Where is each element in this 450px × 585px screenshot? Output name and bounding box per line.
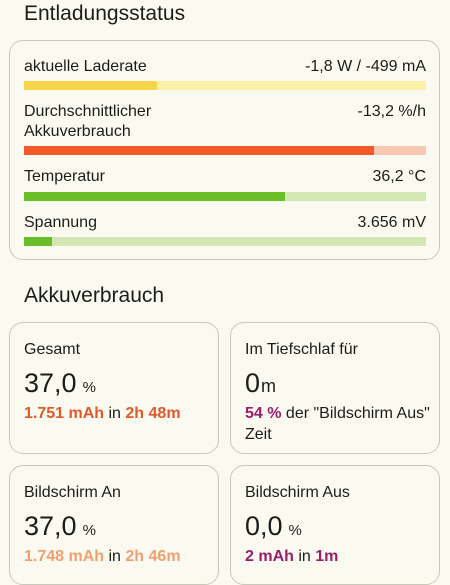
tile-value-unit: % (82, 522, 96, 539)
tile-percent: 54 % (245, 405, 282, 422)
metric-label: Temperatur (24, 168, 105, 185)
metric-label: Durchschnittlicher Akkuverbrauch (24, 103, 152, 140)
metric-value: -13,2 %/h (357, 103, 426, 120)
temperature-bar-fill (24, 192, 286, 201)
tile-suffix: der "Bildschirm Aus" Zeit (245, 405, 430, 443)
metric-value: 3.656 mV (357, 214, 426, 231)
metric-label: aktuelle Laderate (24, 58, 147, 75)
discharge-section-title: Entladungsstatus (24, 2, 186, 25)
temperature-bar (24, 192, 426, 201)
tile-value-number: 0,0 (245, 511, 283, 541)
tile-value: 37,0% (24, 511, 96, 542)
tile-value-number: 37,0 (24, 368, 77, 398)
tile-mah: 2 mAh (245, 548, 294, 565)
tile-value-unit: m (261, 376, 277, 396)
tile-value: 0,0% (245, 511, 302, 542)
tile-time: 2h 48m (125, 405, 181, 422)
usage-section-title: Akkuverbrauch (24, 284, 165, 307)
tile-deep-sleep[interactable]: Im Tiefschlaf für 0m 54 % der "Bildschir… (230, 322, 440, 454)
voltage-bar (24, 237, 426, 246)
voltage-bar-fill (24, 237, 53, 246)
tile-total[interactable]: Gesamt 37,0% 1.751 mAh in 2h 48m (9, 322, 219, 454)
tile-title: Bildschirm Aus (245, 484, 350, 501)
tile-in-word: in (108, 405, 121, 422)
tile-detail: 1.751 mAh in 2h 48m (24, 403, 214, 424)
tile-mah: 1.748 mAh (24, 548, 105, 565)
tile-title: Im Tiefschlaf für (245, 341, 358, 358)
tile-value: 0m (245, 368, 276, 399)
tile-in-word: in (108, 548, 121, 565)
average-consumption-bar (24, 146, 426, 155)
tile-screen-on[interactable]: Bildschirm An 37,0% 1.748 mAh in 2h 46m (9, 465, 219, 585)
metric-average-consumption: Durchschnittlicher Akkuverbrauch -13,2 %… (24, 102, 426, 156)
tile-detail: 1.748 mAh in 2h 46m (24, 546, 214, 567)
metric-voltage: Spannung 3.656 mV (24, 213, 426, 247)
charge-rate-bar (24, 81, 426, 90)
metric-charge-rate: aktuelle Laderate -1,8 W / -499 mA (24, 57, 426, 91)
charge-rate-bar-fill (24, 81, 157, 90)
metric-value: -1,8 W / -499 mA (305, 58, 426, 75)
metric-temperature: Temperatur 36,2 °C (24, 167, 426, 201)
tile-time: 2h 46m (125, 548, 181, 565)
tile-mah: 1.751 mAh (24, 405, 105, 422)
tile-screen-off[interactable]: Bildschirm Aus 0,0% 2 mAh in 1m (230, 465, 440, 585)
discharge-status-card: aktuelle Laderate -1,8 W / -499 mA Durch… (9, 40, 440, 260)
tile-value-unit: % (288, 522, 302, 539)
tile-value-number: 0 (245, 368, 261, 398)
tile-detail: 2 mAh in 1m (245, 546, 435, 567)
tile-in-word: in (298, 548, 311, 565)
average-consumption-bar-fill (24, 146, 374, 155)
tile-detail: 54 % der "Bildschirm Aus" Zeit (245, 403, 435, 445)
tile-time: 1m (315, 548, 339, 565)
tile-title: Bildschirm An (24, 484, 121, 501)
tile-value: 37,0% (24, 368, 96, 399)
metric-value: 36,2 °C (372, 168, 426, 185)
metric-label: Spannung (24, 214, 97, 231)
tile-value-number: 37,0 (24, 511, 77, 541)
tile-title: Gesamt (24, 341, 81, 358)
tile-value-unit: % (82, 379, 96, 396)
